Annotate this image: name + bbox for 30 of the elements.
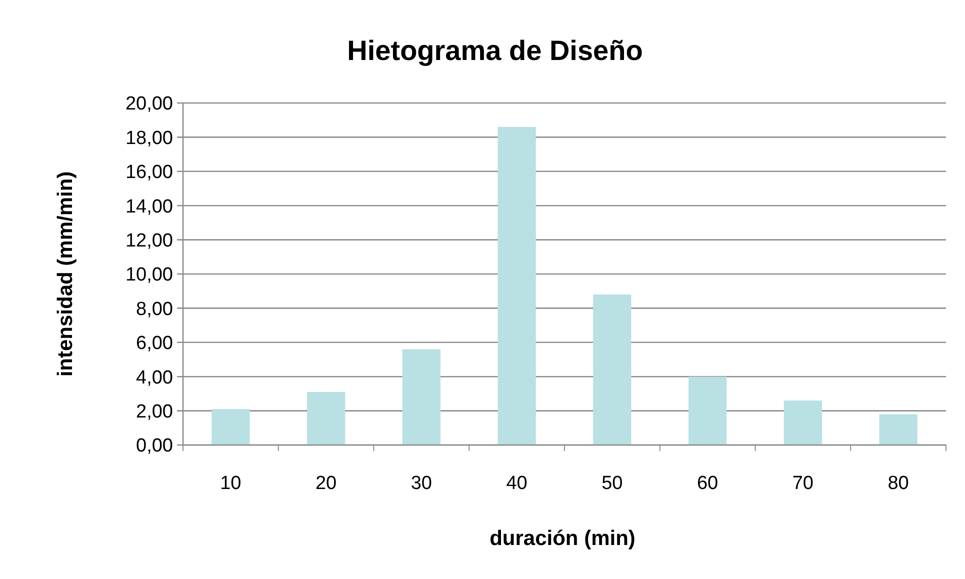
bar	[879, 414, 918, 445]
x-tick-label: 70	[792, 473, 814, 494]
y-tick-label: 16,00	[125, 162, 173, 184]
x-tick-label: 40	[506, 473, 528, 494]
bar	[212, 409, 250, 445]
x-tick-label: 80	[888, 473, 909, 494]
x-axis-title: duración (min)	[490, 527, 636, 550]
chart-title: Hietograma de Diseño	[347, 35, 643, 66]
y-tick-label: 2,00	[136, 401, 173, 422]
bar	[688, 376, 727, 445]
x-tick-label: 60	[696, 473, 718, 494]
y-tick-label: 0,00	[136, 436, 173, 457]
y-tick-label: 14,00	[125, 196, 173, 218]
bar	[306, 392, 346, 445]
x-tick-label: 50	[602, 473, 623, 494]
bar	[784, 400, 822, 445]
y-tick-label: 12,00	[125, 230, 173, 252]
y-tick-label: 10,00	[125, 264, 173, 286]
bar	[402, 349, 441, 445]
x-tick-label: 20	[315, 473, 337, 494]
bar	[498, 126, 536, 445]
y-axis-title: intensidad (mm/min)	[54, 171, 77, 377]
bar	[593, 294, 632, 445]
y-tick-label: 8,00	[136, 298, 173, 320]
x-tick-label: 10	[220, 473, 242, 494]
y-tick-label: 6,00	[136, 333, 173, 354]
y-tick-label: 4,00	[136, 367, 173, 388]
y-tick-label: 20,00	[125, 94, 173, 115]
x-tick-label: 30	[410, 473, 432, 494]
y-tick-label: 18,00	[125, 128, 173, 149]
